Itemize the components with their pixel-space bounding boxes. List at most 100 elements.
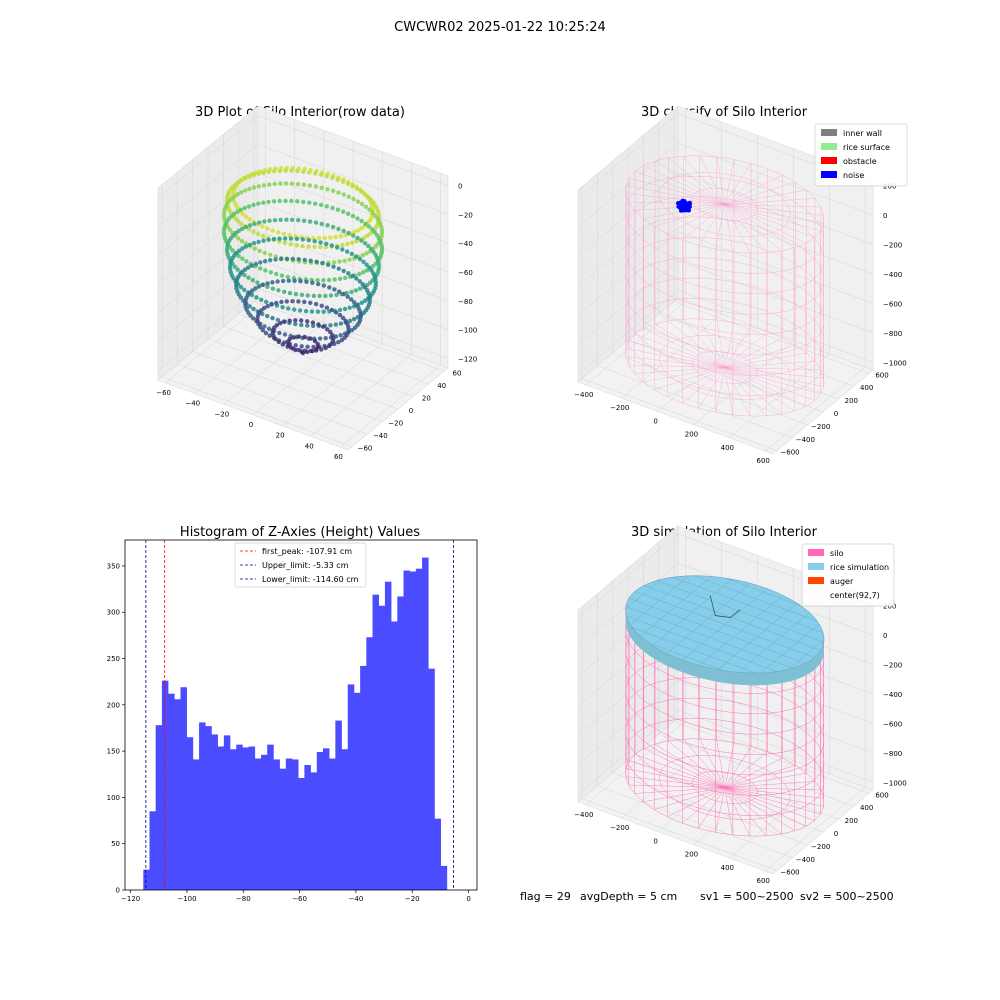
p4-silo-spoke — [643, 748, 725, 788]
p3-bar — [422, 557, 429, 890]
p2-silo-spoke — [643, 328, 725, 368]
p1-point — [337, 259, 342, 264]
p2-silo-spoke — [724, 189, 807, 205]
p3-bar — [291, 759, 299, 890]
p1-point — [296, 334, 301, 339]
p1-point — [279, 273, 285, 278]
p2-zgrid — [577, 290, 874, 375]
p2-legend-swatch — [821, 129, 837, 136]
p2-silo-spoke — [724, 361, 815, 368]
p2-legend-swatch — [821, 157, 837, 164]
p1-point — [337, 276, 343, 281]
p2-ztick: 200 — [883, 183, 896, 191]
p1-point — [301, 218, 307, 223]
p2-ygrid — [581, 378, 778, 451]
p2-zgrid — [577, 113, 874, 198]
p4-legend-label: rice simulation — [830, 563, 889, 572]
footer-sv1: sv1 = 500~2500 — [700, 890, 794, 903]
p1-point — [316, 322, 321, 327]
p2-silo-spoke — [724, 367, 824, 379]
p1-point — [251, 229, 256, 234]
p2-noise-point — [686, 207, 691, 212]
p2-silo-spoke — [724, 367, 734, 415]
p1-point — [286, 306, 291, 311]
p3-bar — [223, 735, 231, 890]
p1-point — [265, 281, 270, 286]
p1-point — [288, 345, 294, 350]
p1-ygrid — [238, 313, 429, 385]
p1-point — [341, 228, 346, 234]
p1-point — [289, 181, 295, 186]
p1-point — [366, 243, 371, 249]
p1-point — [262, 324, 267, 329]
p4-zgrid — [577, 680, 874, 766]
p4-ztick: −200 — [883, 662, 902, 670]
p1-point — [267, 333, 272, 338]
p2-silo-spoke — [724, 367, 821, 395]
p2-ytick: −400 — [796, 436, 815, 444]
p2-ytick: 0 — [834, 410, 838, 418]
p1-point — [323, 345, 328, 351]
p1-point — [235, 209, 240, 214]
p1-point — [301, 182, 307, 187]
p1-point — [330, 175, 335, 180]
p4-xtick: 600 — [757, 877, 770, 885]
p4-ztick: −800 — [883, 750, 902, 758]
p2-ygrid — [597, 365, 793, 438]
p1-point — [295, 181, 301, 187]
p2-silo-spoke — [724, 331, 768, 368]
p1-point — [360, 253, 365, 258]
p1-point — [340, 247, 345, 252]
p4-rice-mesh — [682, 588, 768, 661]
p1-point — [284, 256, 290, 261]
p1-point — [338, 233, 343, 239]
p2-ytick: 400 — [860, 384, 873, 392]
p4-legend — [801, 543, 895, 607]
p1-point — [363, 204, 369, 209]
p1-point — [282, 240, 288, 246]
p1-point — [238, 207, 244, 212]
p1-xtick: −20 — [214, 410, 229, 418]
p2-ytick: 200 — [845, 397, 858, 405]
p1-point — [306, 244, 311, 249]
p1-point — [274, 271, 279, 277]
p1-point — [305, 319, 310, 324]
p1-point — [355, 199, 361, 204]
p4-silo-spoke — [724, 772, 807, 788]
p4-auger — [709, 595, 741, 618]
p1-point — [299, 318, 304, 323]
p1-point — [262, 219, 267, 224]
p2-silo-spoke — [625, 356, 725, 368]
p2-zgrid — [577, 231, 874, 316]
p4-rice-mesh — [717, 603, 798, 670]
p1-point — [236, 179, 241, 185]
p3-bar — [360, 665, 367, 890]
p1-point — [324, 305, 330, 310]
p1-point — [323, 336, 328, 341]
p1-point — [252, 221, 257, 226]
p2-xtick: 200 — [685, 431, 698, 439]
p1-point — [336, 339, 341, 345]
p1-point — [237, 248, 242, 253]
p1-point — [269, 302, 274, 307]
panel-histogram: Histogram of Z-Axies (Height) Values −12… — [107, 525, 478, 903]
p2-legend-label: noise — [843, 171, 864, 180]
p2-silo-spoke — [724, 204, 821, 232]
p3-bar — [155, 725, 163, 890]
p3-bar — [434, 818, 441, 890]
p1-point — [275, 279, 280, 284]
p2-xtick: −400 — [574, 391, 593, 399]
p3-frame — [124, 539, 478, 891]
p4-ytick: 200 — [845, 817, 858, 825]
p4-legend-swatch — [808, 549, 824, 556]
p2-silo-spoke — [724, 182, 796, 205]
p3-bar — [217, 746, 225, 890]
p1-point — [292, 278, 297, 283]
p1-point — [235, 267, 240, 272]
p1-point — [283, 168, 288, 173]
p3-bar — [180, 687, 187, 890]
p1-point — [294, 236, 300, 241]
p4-zgrid — [577, 562, 874, 648]
p1-point — [264, 299, 269, 305]
p1-point — [356, 228, 361, 233]
